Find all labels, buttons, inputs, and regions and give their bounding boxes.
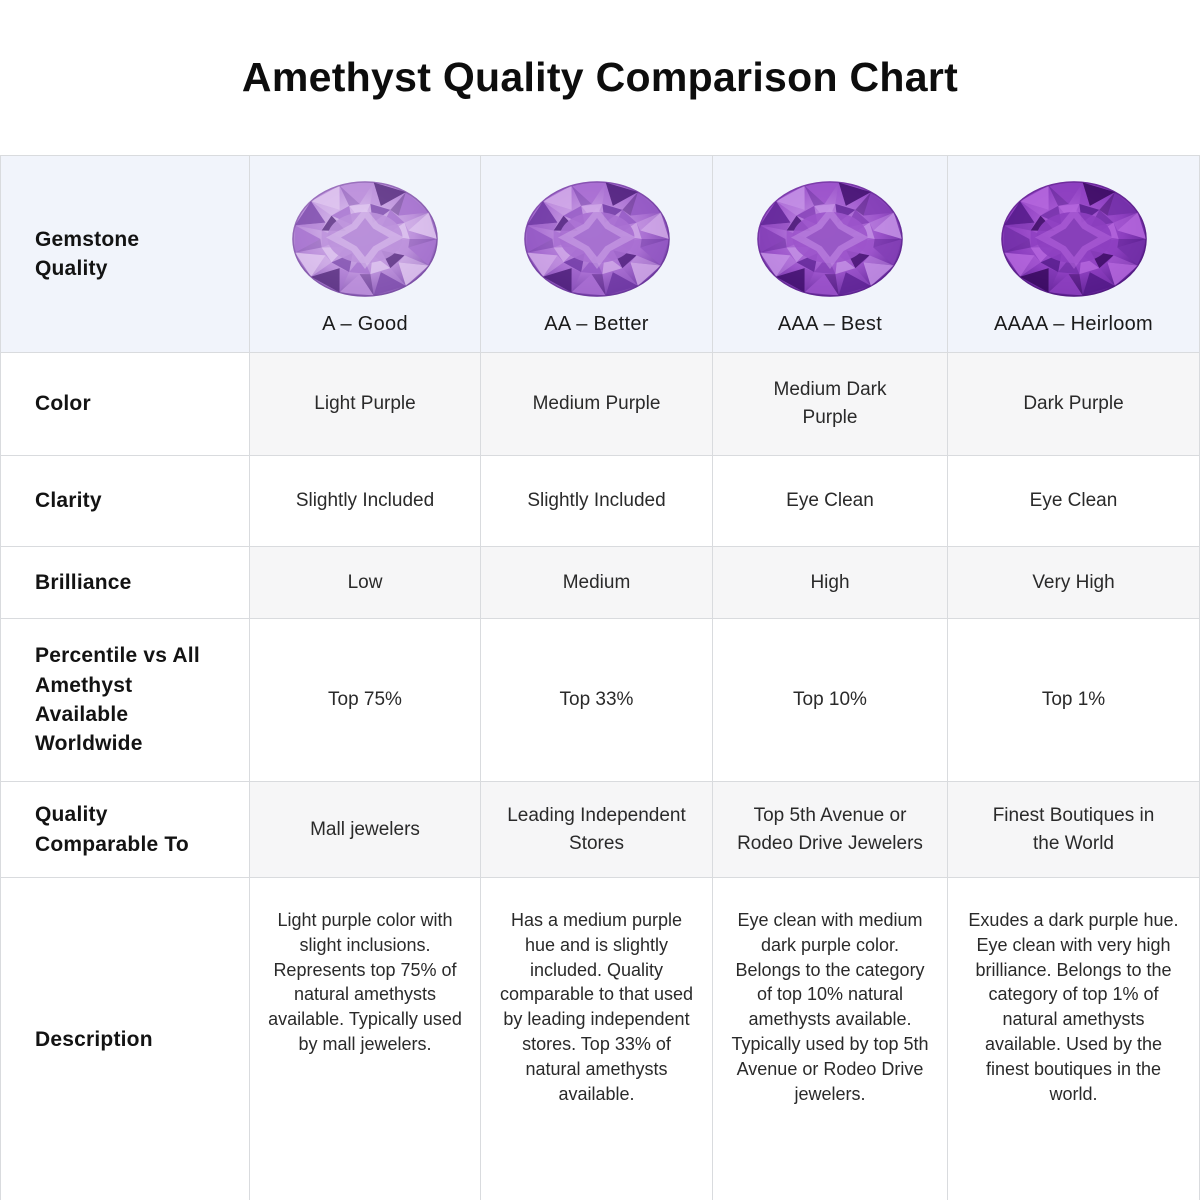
amethyst-gem-aaaa-heirloom-icon	[999, 179, 1149, 299]
table-row-brilliance: Brilliance Low Medium High Very High	[1, 547, 1200, 619]
row-label-text: Color	[35, 392, 91, 416]
row-label-text: Quality Comparable To	[35, 803, 189, 856]
grade-label-aaa-best: AAA – Best	[777, 312, 883, 335]
grade-column-aa-better: AA – Better	[481, 156, 713, 352]
row-label-color: Color	[1, 353, 250, 455]
row-label-text: Clarity	[35, 489, 102, 513]
table-row-description: Description Light purple color with slig…	[1, 878, 1200, 1200]
grade-column-a-good: A – Good	[250, 156, 481, 352]
cell-clarity-aaaa: Eye Clean	[948, 456, 1200, 546]
page-title: Amethyst Quality Comparison Chart	[241, 54, 959, 100]
grade-column-aaa-best: AAA – Best	[713, 156, 948, 352]
cell-comparable-aaa: Top 5th Avenue or Rodeo Drive Jewelers	[713, 782, 948, 877]
cell-description-aaa: Eye clean with medium dark purple color.…	[713, 878, 948, 1200]
cell-clarity-aa: Slightly Included	[481, 456, 713, 546]
grade-label-a-good: A – Good	[322, 312, 408, 335]
cell-comparable-aa: Leading Independent Stores	[481, 782, 713, 877]
corner-header-label: Gemstone Quality	[35, 227, 140, 280]
cell-percentile-a: Top 75%	[250, 619, 481, 781]
row-label-description: Description	[1, 878, 250, 1200]
cell-percentile-aaaa: Top 1%	[948, 619, 1200, 781]
row-label-percentile: Percentile vs All Amethyst Available Wor…	[1, 619, 250, 781]
row-label-quality-comparable: Quality Comparable To	[1, 782, 250, 877]
cell-comparable-aaaa: Finest Boutiques in the World	[948, 782, 1200, 877]
table-row-quality-comparable: Quality Comparable To Mall jewelers Lead…	[1, 782, 1200, 878]
cell-color-a: Light Purple	[250, 353, 481, 455]
grade-label-aa-better: AA – Better	[544, 312, 649, 335]
table-row-clarity: Clarity Slightly Included Slightly Inclu…	[1, 456, 1200, 547]
cell-color-aa: Medium Purple	[481, 353, 713, 455]
amethyst-gem-a-good-icon	[290, 179, 440, 299]
row-label-text: Brilliance	[35, 570, 132, 594]
grade-column-aaaa-heirloom: AAAA – Heirloom	[948, 156, 1200, 352]
cell-description-a: Light purple color with slight inclusion…	[250, 878, 481, 1200]
cell-description-aa: Has a medium purple hue and is slightly …	[481, 878, 713, 1200]
table-row-color: Color Light Purple Medium Purple Medium …	[1, 353, 1200, 456]
cell-brilliance-aaa: High	[713, 547, 948, 618]
cell-clarity-a: Slightly Included	[250, 456, 481, 546]
table-header-row: Gemstone Quality A – Good	[1, 156, 1200, 353]
cell-brilliance-aa: Medium	[481, 547, 713, 618]
comparison-table: Gemstone Quality A – Good	[0, 155, 1200, 1200]
row-label-text: Percentile vs All Amethyst Available Wor…	[35, 644, 200, 756]
row-label-text: Description	[35, 1027, 153, 1051]
cell-color-aaa: Medium Dark Purple	[713, 353, 948, 455]
cell-clarity-aaa: Eye Clean	[713, 456, 948, 546]
amethyst-gem-aa-better-icon	[522, 179, 672, 299]
row-label-clarity: Clarity	[1, 456, 250, 546]
cell-color-aaaa: Dark Purple	[948, 353, 1200, 455]
amethyst-gem-aaa-best-icon	[755, 179, 905, 299]
cell-percentile-aaa: Top 10%	[713, 619, 948, 781]
table-row-percentile: Percentile vs All Amethyst Available Wor…	[1, 619, 1200, 782]
cell-percentile-aa: Top 33%	[481, 619, 713, 781]
cell-description-aaaa: Exudes a dark purple hue. Eye clean with…	[948, 878, 1200, 1200]
grade-label-aaaa-heirloom: AAAA – Heirloom	[993, 312, 1153, 335]
cell-brilliance-aaaa: Very High	[948, 547, 1200, 618]
cell-brilliance-a: Low	[250, 547, 481, 618]
cell-comparable-a: Mall jewelers	[250, 782, 481, 877]
corner-header-cell: Gemstone Quality	[1, 156, 250, 352]
row-label-brilliance: Brilliance	[1, 547, 250, 618]
